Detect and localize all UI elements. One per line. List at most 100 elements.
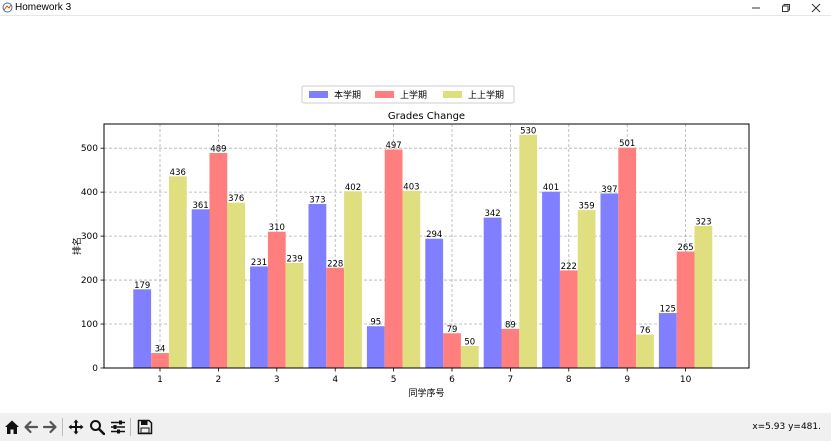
bar-value-label: 501 — [619, 139, 635, 149]
bar — [658, 313, 677, 368]
bar — [694, 225, 713, 368]
bar — [191, 209, 210, 368]
bar — [443, 333, 461, 368]
close-icon — [811, 3, 821, 12]
configure-subplots-icon — [111, 420, 125, 434]
bar — [676, 251, 695, 368]
bar-value-label: 228 — [327, 259, 343, 269]
forward-button[interactable] — [41, 418, 59, 436]
close-button[interactable] — [801, 0, 831, 15]
bar — [501, 328, 520, 368]
bar-value-label: 373 — [309, 196, 325, 206]
bar — [267, 231, 286, 368]
bar-value-label: 359 — [578, 202, 594, 212]
legend-label: 上上学期 — [468, 89, 504, 101]
bar-value-label: 376 — [228, 194, 244, 204]
bar — [483, 217, 502, 368]
bar — [577, 210, 596, 368]
toolbar-separator — [130, 418, 131, 436]
legend-label: 上学期 — [400, 89, 427, 101]
legend-swatch — [309, 91, 328, 98]
restore-button[interactable] — [771, 0, 801, 15]
bar-value-label: 294 — [426, 230, 442, 240]
home-button[interactable] — [3, 418, 21, 436]
bar-value-label: 265 — [677, 243, 693, 253]
bar — [227, 202, 246, 368]
minimize-button[interactable] — [741, 0, 771, 15]
bar — [285, 262, 304, 368]
forward-icon — [42, 420, 57, 434]
x-tick-label: 1 — [157, 375, 163, 385]
bar — [600, 193, 619, 368]
bar — [519, 134, 538, 368]
bar-value-label: 397 — [601, 185, 617, 195]
pan-button[interactable] — [67, 418, 85, 436]
zoom-icon — [90, 420, 105, 435]
configure-subplots-button[interactable] — [109, 418, 127, 436]
x-tick-label: 5 — [391, 375, 397, 385]
y-tick-label: 200 — [81, 276, 98, 286]
bar-value-label: 222 — [561, 262, 577, 272]
restore-icon — [782, 3, 790, 12]
save-button[interactable] — [136, 418, 154, 436]
legend-swatch — [375, 91, 394, 98]
bar-value-label: 402 — [345, 183, 361, 193]
bar-value-label: 239 — [286, 254, 302, 264]
plot-frame — [103, 123, 750, 369]
window-title: Homework 3 — [15, 2, 72, 13]
window-titlebar: Homework 3 — [0, 0, 831, 16]
figure-canvas: 179 361 231 373 95 294 342 401 397 125 34 489 310 228… — [0, 16, 831, 413]
x-axis-label: 同学序号 — [408, 387, 444, 399]
bar-value-label: 179 — [134, 281, 150, 291]
bar — [366, 326, 385, 368]
x-tick-label: 2 — [216, 375, 222, 385]
x-tick-label: 7 — [508, 375, 514, 385]
bar-value-label: 489 — [210, 145, 226, 155]
bar-value-label: 231 — [251, 258, 267, 268]
back-button[interactable] — [22, 418, 40, 436]
legend-box — [301, 85, 515, 104]
bar — [308, 204, 327, 368]
bar-value-label: 436 — [170, 168, 186, 178]
x-tick-label: 6 — [449, 375, 455, 385]
y-tick-label: 300 — [81, 232, 98, 242]
bar-value-label: 79 — [447, 325, 458, 335]
bar — [425, 238, 444, 368]
bar — [542, 191, 560, 368]
bar-value-label: 125 — [660, 305, 676, 315]
bar — [168, 176, 187, 368]
bar-value-label: 50 — [464, 338, 475, 348]
x-tick-label: 4 — [332, 375, 338, 385]
bar-value-label: 95 — [370, 318, 381, 328]
bar — [151, 353, 169, 368]
bar — [559, 270, 578, 368]
zoom-button[interactable] — [88, 418, 106, 436]
navigation-toolbar: x=5.93 y=481. — [0, 413, 831, 441]
app-icon — [2, 2, 13, 13]
bar — [618, 147, 637, 368]
bar-value-label: 76 — [640, 326, 651, 336]
x-tick-label: 10 — [680, 375, 692, 385]
chart-title: Grades Change — [388, 111, 465, 122]
bar — [250, 266, 268, 368]
bar — [402, 190, 421, 368]
bar-value-label: 89 — [505, 320, 516, 330]
bar-value-label: 530 — [520, 126, 536, 136]
bar-value-label: 497 — [385, 141, 401, 151]
bar — [209, 153, 228, 368]
x-tick-label: 3 — [274, 375, 280, 385]
legend-swatch — [443, 91, 462, 98]
home-icon — [5, 420, 19, 434]
x-tick-label: 9 — [624, 375, 630, 385]
back-icon — [24, 420, 39, 434]
bar — [326, 267, 345, 368]
pan-icon — [68, 419, 84, 435]
x-tick-label: 8 — [566, 375, 572, 385]
bar-value-label: 310 — [269, 223, 285, 233]
bar — [636, 334, 654, 368]
bar-value-label: 403 — [403, 182, 419, 192]
bar — [384, 149, 403, 368]
minimize-icon — [752, 7, 760, 8]
bar — [133, 289, 152, 368]
